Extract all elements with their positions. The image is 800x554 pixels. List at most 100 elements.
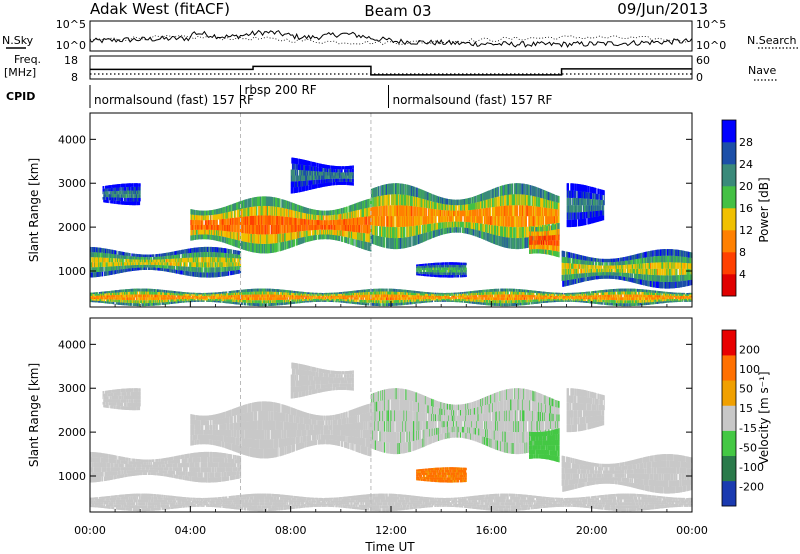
- power-cell: [406, 237, 407, 248]
- power-cell: [119, 262, 120, 266]
- power-cell: [260, 197, 261, 207]
- power-cell: [256, 206, 257, 215]
- power-cell: [348, 212, 349, 218]
- power-cell: [442, 210, 443, 216]
- power-cell: [299, 231, 300, 238]
- power-cell: [431, 194, 432, 201]
- power-cell: [297, 187, 298, 193]
- noise-left-tick-bottom: 10^0: [56, 39, 86, 52]
- power-cell: [226, 248, 227, 253]
- power-cell: [228, 271, 229, 276]
- power-cell: [518, 227, 519, 238]
- power-cell: [340, 166, 341, 169]
- power-cell: [311, 162, 312, 167]
- power-cell: [347, 176, 348, 179]
- power-cell: [515, 194, 516, 205]
- power-cell: [298, 212, 299, 219]
- power-cell: [106, 258, 107, 263]
- power-cell: [489, 225, 490, 234]
- power-cell: [510, 238, 511, 249]
- power-cell: [107, 197, 108, 200]
- power-cell: [194, 210, 195, 215]
- power-cell: [308, 185, 309, 190]
- power-cell: [222, 231, 223, 237]
- power-cell: [108, 249, 109, 253]
- power-cell: [199, 257, 200, 262]
- power-cell: [239, 225, 240, 233]
- power-cell: [126, 256, 127, 259]
- power-cell: [524, 227, 525, 238]
- power-cell: [99, 253, 100, 258]
- power-cell: [122, 191, 123, 195]
- power-cell: [389, 238, 390, 249]
- power-cell: [209, 247, 210, 252]
- power-cell: [141, 267, 142, 270]
- power-cell: [119, 266, 120, 270]
- power-cell: [379, 206, 380, 216]
- power-cell: [140, 183, 141, 187]
- power-cell: [324, 234, 325, 239]
- power-cell: [294, 164, 295, 170]
- power-cell: [256, 216, 257, 225]
- power-cell: [199, 252, 200, 257]
- power-cell: [315, 163, 316, 167]
- power-cell: [376, 187, 377, 197]
- power-cell: [123, 266, 124, 269]
- freq-label-1: Freq.: [14, 53, 41, 66]
- power-cell: [269, 206, 270, 215]
- power-cell: [526, 216, 527, 227]
- power-cell: [314, 176, 315, 180]
- power-cell: [228, 212, 229, 219]
- power-cell: [125, 198, 126, 202]
- power-cell: [338, 179, 339, 182]
- power-cell: [353, 165, 354, 168]
- power-cell: [229, 218, 230, 225]
- power-cell: [384, 237, 385, 248]
- power-cell: [112, 258, 113, 262]
- power-cell: [432, 216, 433, 223]
- power-cell: [362, 217, 363, 225]
- power-cell: [478, 223, 479, 230]
- power-cell: [301, 231, 302, 237]
- figure-title: Adak West (fitACF): [90, 0, 230, 18]
- power-cell: [503, 185, 504, 195]
- power-cell: [202, 220, 203, 225]
- power-cell: [362, 225, 363, 233]
- power-cell: [330, 215, 331, 220]
- power-cell: [521, 216, 522, 227]
- power-cell: [315, 215, 316, 220]
- power-cell: [437, 196, 438, 203]
- power-cell: [392, 205, 393, 216]
- power-cell: [92, 257, 93, 262]
- power-cell: [112, 271, 113, 275]
- power-cell: [164, 259, 165, 262]
- power-cell: [225, 219, 226, 225]
- power-cell: [254, 234, 255, 243]
- power-cell: [129, 194, 130, 198]
- power-cell: [426, 208, 427, 216]
- power-cell: [316, 235, 317, 240]
- power-cell: [212, 257, 213, 262]
- power-cell: [140, 198, 141, 202]
- power-cell: [117, 191, 118, 194]
- power-cell: [304, 219, 305, 225]
- power-cell: [234, 270, 235, 274]
- power-cell: [187, 253, 188, 257]
- power-cell: [107, 200, 108, 203]
- power-cell: [298, 232, 299, 239]
- power-cell: [212, 247, 213, 252]
- power-cell: [369, 207, 370, 216]
- power-cell: [478, 209, 479, 216]
- power-cell: [252, 207, 253, 216]
- power-cell: [188, 271, 189, 276]
- power-cell: [231, 249, 232, 253]
- power-cell: [505, 195, 506, 206]
- power-cell: [343, 166, 344, 169]
- power-cell: [427, 232, 428, 240]
- power-cell: [294, 211, 295, 218]
- power-cell: [238, 258, 239, 262]
- power-cell: [235, 210, 236, 217]
- power-cell: [133, 183, 134, 187]
- power-cell: [101, 253, 102, 258]
- power-cell: [294, 232, 295, 239]
